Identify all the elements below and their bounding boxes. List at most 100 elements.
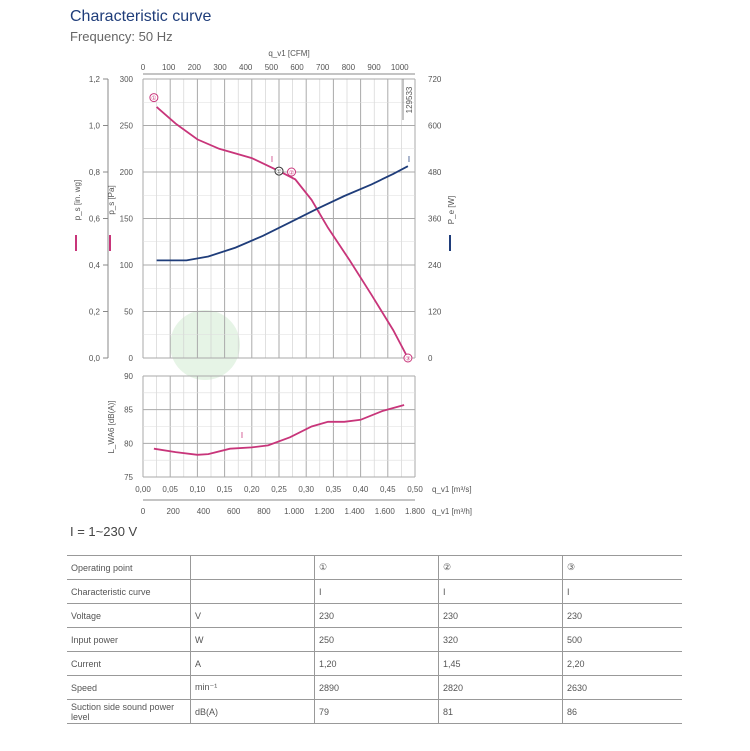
y-tick-inwg: 0,4 xyxy=(89,261,101,270)
table-cell: 1,20 xyxy=(314,651,439,676)
watermark-logo xyxy=(170,310,240,380)
curve-label-power: I xyxy=(408,155,410,164)
top-tick-cfm: 600 xyxy=(290,63,304,72)
curve-label-pressure: I xyxy=(271,155,273,164)
top-tick-cfm: 0 xyxy=(141,63,146,72)
table-row: Suction side sound power level dB(A) 79 81 8… xyxy=(67,699,682,724)
sound-curve xyxy=(153,404,405,456)
voltage-note: I = 1~230 V xyxy=(70,524,138,539)
table-cell: I xyxy=(438,579,563,604)
y-tick-inwg: 0,6 xyxy=(89,215,101,224)
table-cell: 81 xyxy=(438,699,563,724)
y-tick-pa: 150 xyxy=(120,215,134,224)
top-tick-cfm: 900 xyxy=(367,63,381,72)
x-tick-m3s: 0,45 xyxy=(380,485,396,494)
y-tick-w: 360 xyxy=(428,215,442,224)
code-label: 129533 xyxy=(405,86,414,113)
operating-point-marker xyxy=(287,167,297,177)
table-cell: Input power xyxy=(67,627,191,652)
y-tick-pa: 0 xyxy=(129,354,134,363)
table-cell: 2630 xyxy=(562,675,682,700)
table-cell: 230 xyxy=(314,603,439,628)
x-tick-m3s: 0,00 xyxy=(135,485,151,494)
operating-point-label: ① xyxy=(276,169,281,176)
x-tick-m3h: 1.000 xyxy=(284,507,305,516)
operating-point-label: ① xyxy=(151,95,156,102)
y-tick-pa: 200 xyxy=(120,168,134,177)
top-tick-cfm: 100 xyxy=(162,63,176,72)
top-tick-cfm: 1000 xyxy=(391,63,409,72)
table-cell: 2820 xyxy=(438,675,563,700)
x-tick-m3h: 1.400 xyxy=(345,507,366,516)
page-title: Characteristic curve xyxy=(70,8,212,25)
x-tick-m3s: 0,40 xyxy=(353,485,369,494)
table-cell: ① xyxy=(314,555,439,580)
y-tick-inwg: 1,0 xyxy=(89,122,101,131)
y-tick-w: 0 xyxy=(428,354,433,363)
table-row: Current A 1,20 1,45 2,20 xyxy=(67,651,682,676)
y-tick-w: 600 xyxy=(428,122,442,131)
x-tick-m3h: 1.800 xyxy=(405,507,426,516)
table-cell: A xyxy=(190,651,315,676)
x-tick-m3s: 0,35 xyxy=(326,485,342,494)
table-row: Input power W 250 320 500 xyxy=(67,627,682,652)
table-cell: dB(A) xyxy=(190,699,315,724)
table-row: Voltage V 230 230 230 xyxy=(67,603,682,628)
table-cell: 230 xyxy=(438,603,563,628)
table-cell: 79 xyxy=(314,699,439,724)
table-cell: 230 xyxy=(562,603,682,628)
table-cell: I xyxy=(562,579,682,604)
table-cell: 86 xyxy=(562,699,682,724)
table-cell: 250 xyxy=(314,627,439,652)
x-tick-m3h: 600 xyxy=(227,507,241,516)
y-tick-db: 90 xyxy=(124,372,133,381)
table-row: Characteristic curve I I I xyxy=(67,579,682,604)
y-label-db: L_WA6 [dB(A)] xyxy=(107,400,116,453)
table-cell: 1,45 xyxy=(438,651,563,676)
table-cell xyxy=(190,579,315,604)
y-label-inwg: p_s [in. wg] xyxy=(73,180,82,220)
table-cell: 2,20 xyxy=(562,651,682,676)
x-tick-m3s: 0,10 xyxy=(190,485,206,494)
operating-point-marker xyxy=(403,353,413,363)
y-tick-inwg: 0,8 xyxy=(89,168,101,177)
y-tick-w: 120 xyxy=(428,308,442,317)
top-tick-cfm: 400 xyxy=(239,63,253,72)
y-tick-db: 85 xyxy=(124,406,133,415)
table-cell: W xyxy=(190,627,315,652)
table-cell: ③ xyxy=(562,555,682,580)
table-cell: I xyxy=(314,579,439,604)
top-tick-cfm: 800 xyxy=(342,63,356,72)
power-curve xyxy=(156,165,409,262)
x-tick-m3s: 0,20 xyxy=(244,485,260,494)
curve-label-sound: I xyxy=(241,431,243,440)
table-cell: ② xyxy=(438,555,563,580)
y-tick-pa: 100 xyxy=(120,261,134,270)
characteristic-chart: 0 50 100 150 200 250 300 0,0 0,2 0,4 0,6 0,8 1,0 1,2 0… xyxy=(73,49,472,516)
x-tick-m3h: 800 xyxy=(257,507,271,516)
y-tick-db: 75 xyxy=(124,473,133,482)
table-cell: Operating point xyxy=(67,555,191,580)
y-tick-inwg: 1,2 xyxy=(89,75,101,84)
frequency-subtitle: Frequency: 50 Hz xyxy=(70,29,173,44)
table-cell: 500 xyxy=(562,627,682,652)
table-cell: Current xyxy=(67,651,191,676)
table-cell: 2890 xyxy=(314,675,439,700)
operating-point-label: ③ xyxy=(405,356,410,363)
table-row: Operating point ① ② ③ xyxy=(67,555,682,580)
y-tick-pa: 300 xyxy=(120,75,134,84)
x-label-m3h: q_v1 [m³/h] xyxy=(432,507,472,516)
table-row: Speed min⁻¹ 2890 2820 2630 xyxy=(67,675,682,700)
x-label-m3s: q_v1 [m³/s] xyxy=(432,485,472,494)
table-cell: Voltage xyxy=(67,603,191,628)
operating-point-marker xyxy=(149,93,159,103)
table-cell: V xyxy=(190,603,315,628)
y-tick-w: 480 xyxy=(428,168,442,177)
x-tick-m3s: 0,50 xyxy=(407,485,423,494)
top-axis-label: q_v1 [CFM] xyxy=(268,49,309,58)
top-tick-cfm: 700 xyxy=(316,63,330,72)
table-cell: Suction side sound power level xyxy=(67,699,191,724)
table-cell: 320 xyxy=(438,627,563,652)
x-tick-m3h: 1.600 xyxy=(375,507,396,516)
y-label-w: P_e [W] xyxy=(447,196,456,224)
